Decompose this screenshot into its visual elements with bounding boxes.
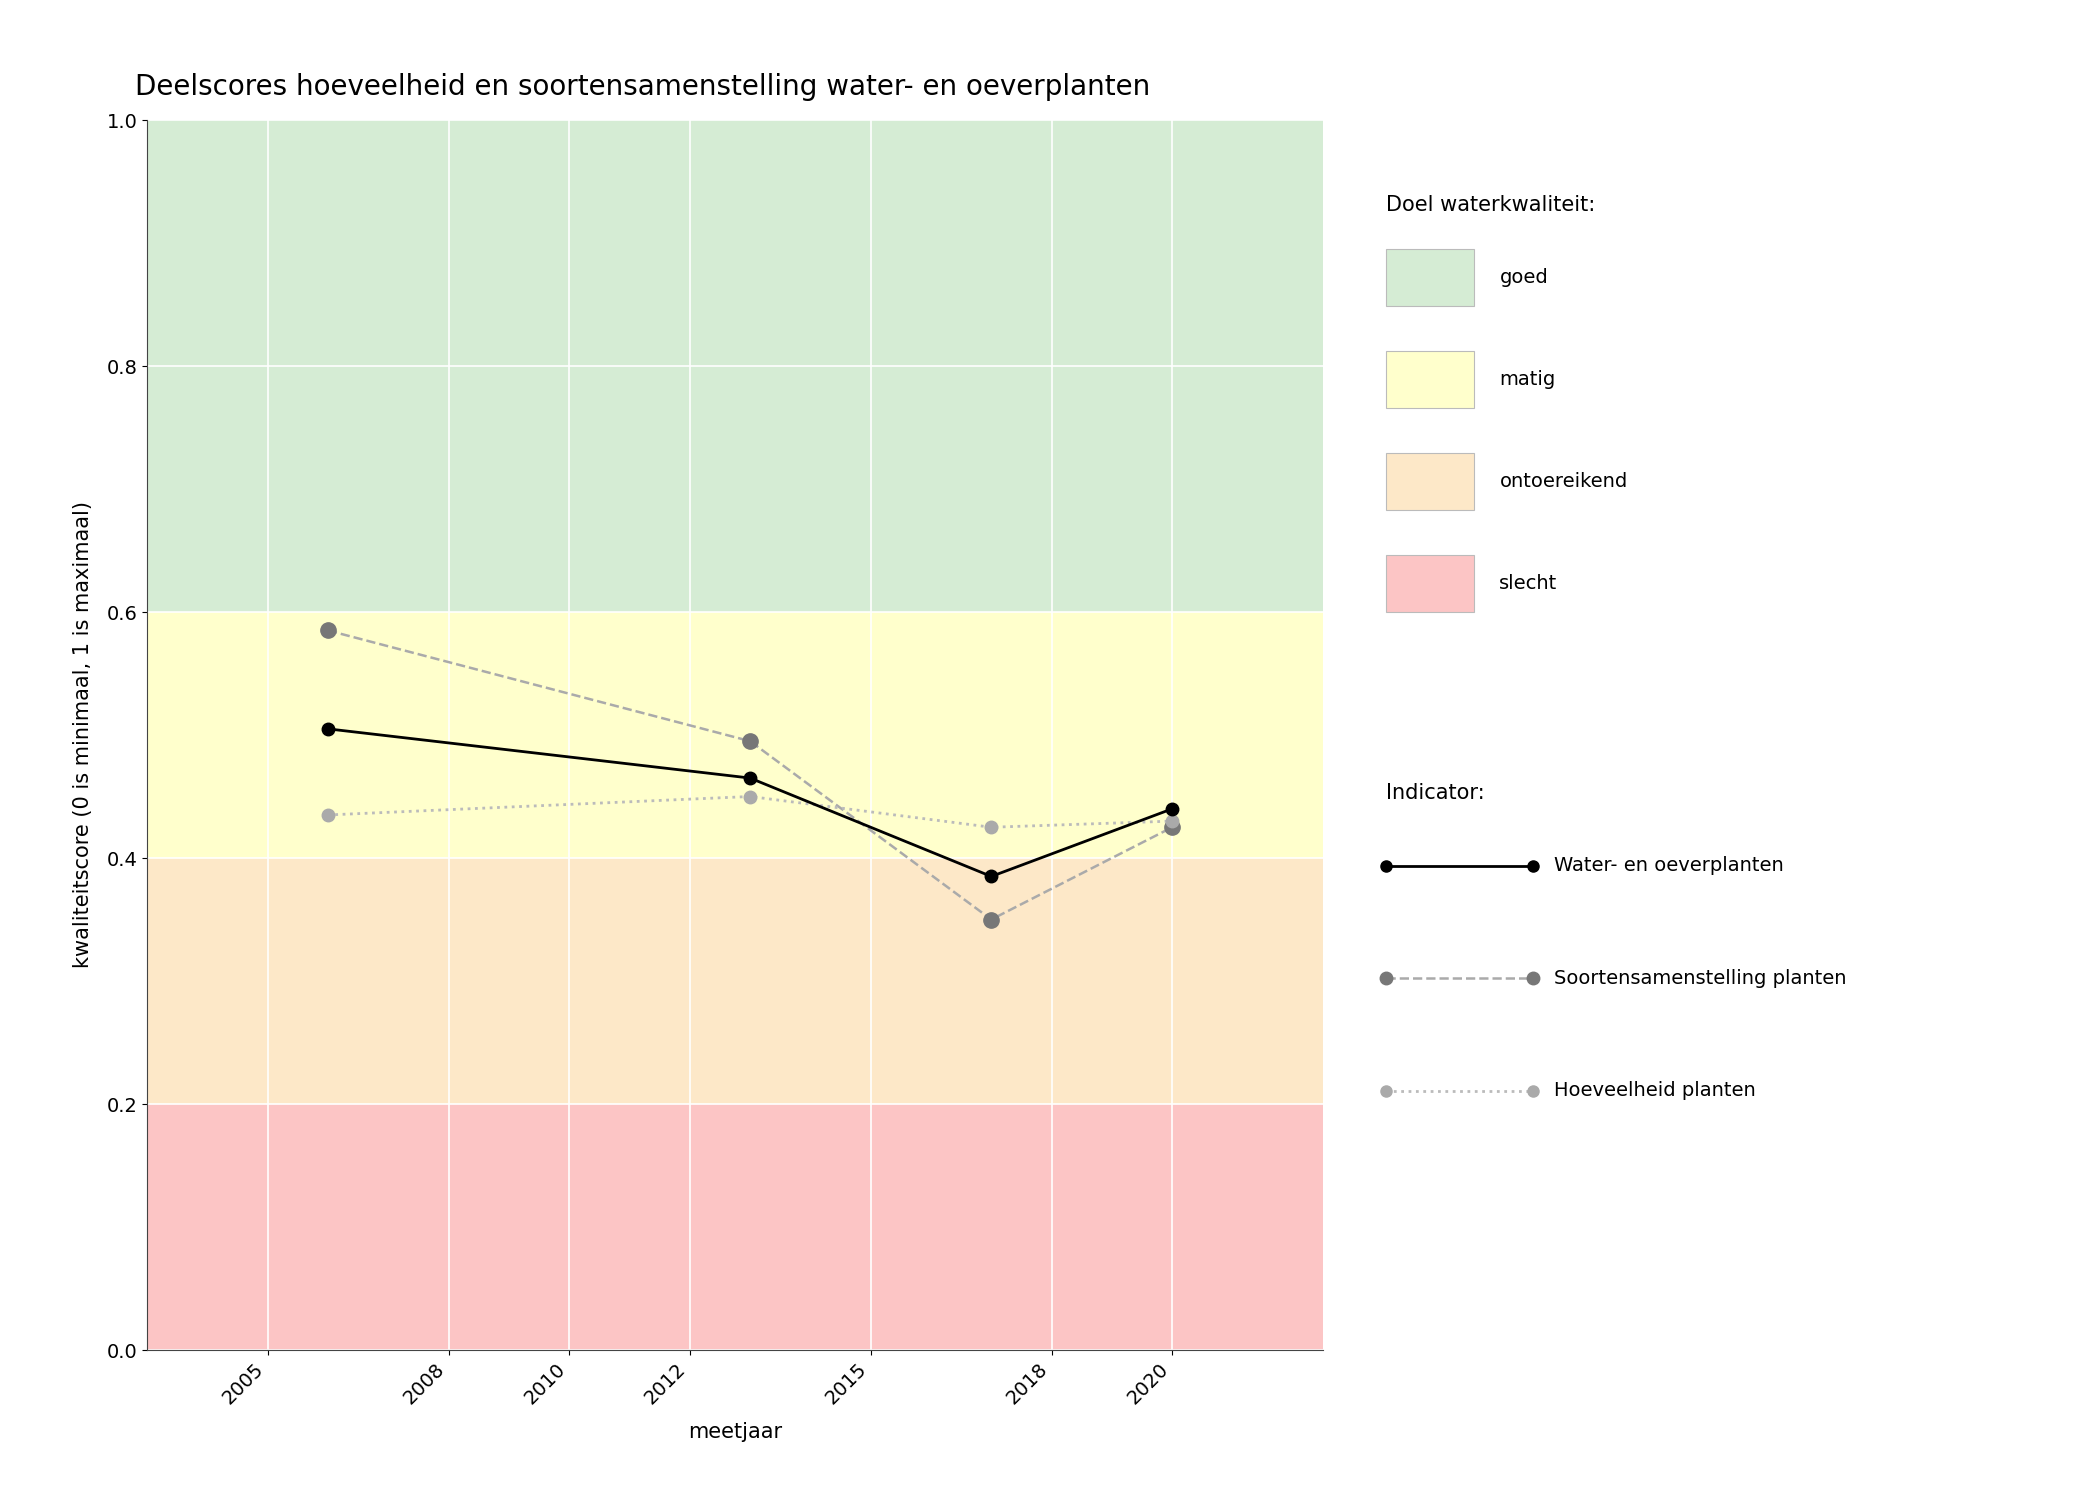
Bar xyxy=(147,120,1323,612)
Bar xyxy=(147,1104,1323,1350)
Text: matig: matig xyxy=(1499,370,1556,388)
Text: Hoeveelheid planten: Hoeveelheid planten xyxy=(1554,1082,1756,1100)
Y-axis label: kwaliteitscore (0 is minimaal, 1 is maximaal): kwaliteitscore (0 is minimaal, 1 is maxi… xyxy=(74,501,92,969)
Bar xyxy=(147,612,1323,858)
Text: Soortensamenstelling planten: Soortensamenstelling planten xyxy=(1554,969,1846,987)
Bar xyxy=(147,858,1323,1104)
Text: goed: goed xyxy=(1499,268,1548,286)
Text: slecht: slecht xyxy=(1499,574,1558,592)
Text: Doel waterkwaliteit:: Doel waterkwaliteit: xyxy=(1386,195,1596,214)
Text: Indicator:: Indicator: xyxy=(1386,783,1485,802)
Text: ontoereikend: ontoereikend xyxy=(1499,472,1628,490)
Text: Deelscores hoeveelheid en soortensamenstelling water- en oeverplanten: Deelscores hoeveelheid en soortensamenst… xyxy=(134,74,1151,100)
Text: Water- en oeverplanten: Water- en oeverplanten xyxy=(1554,856,1783,874)
X-axis label: meetjaar: meetjaar xyxy=(689,1422,781,1442)
